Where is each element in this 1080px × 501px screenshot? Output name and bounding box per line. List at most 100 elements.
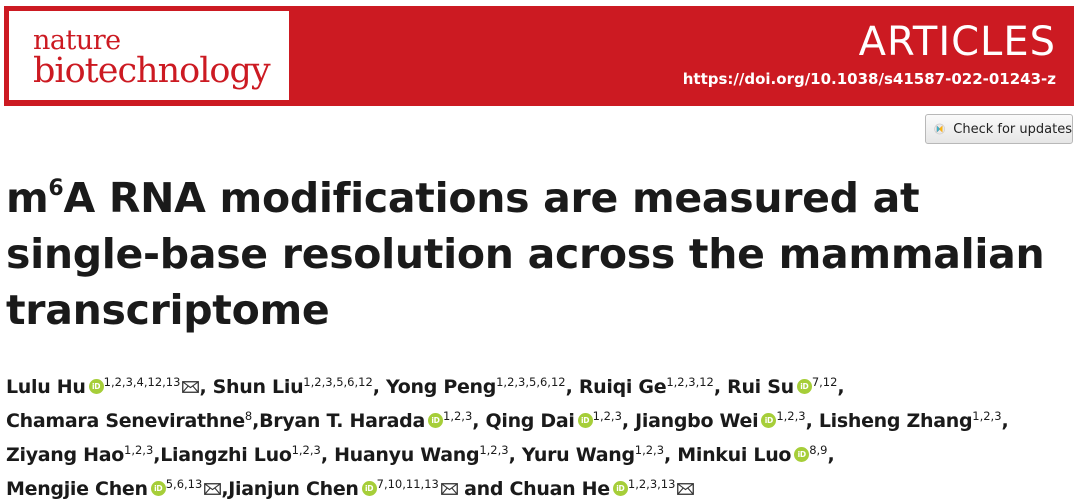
author-name[interactable]: Yuru Wang xyxy=(521,444,635,466)
section-label: ARTICLES xyxy=(858,19,1056,65)
author-name[interactable]: Lisheng Zhang xyxy=(818,410,973,432)
check-for-updates-label: Check for updates xyxy=(953,121,1072,137)
author-separator: , xyxy=(664,444,678,466)
orcid-icon[interactable] xyxy=(577,413,593,428)
author-affiliations: 7,12 xyxy=(811,375,838,389)
email-icon[interactable] xyxy=(182,370,200,393)
author-qing-dai[interactable]: Qing Dai 1,2,3 xyxy=(486,410,622,432)
author-minkui-luo[interactable]: Minkui Luo 8,9 xyxy=(677,444,827,466)
author-name[interactable]: Ruiqi Ge xyxy=(578,376,667,398)
author-affiliations: 8 xyxy=(244,409,253,423)
author-liangzhi-luo[interactable]: Liangzhi Luo1,2,3 xyxy=(160,444,321,466)
author-yuru-wang[interactable]: Yuru Wang1,2,3 xyxy=(522,444,664,466)
doi-link[interactable]: https://doi.org/10.1038/s41587-022-01243… xyxy=(682,70,1056,88)
author-jiangbo-wei[interactable]: Jiangbo Wei 1,2,3 xyxy=(635,410,805,432)
orcid-icon[interactable] xyxy=(761,413,777,428)
author-separator: , xyxy=(1001,410,1009,432)
author-mengjie-chen[interactable]: Mengjie Chen 5,6,13 xyxy=(6,477,222,500)
author-name[interactable]: Jianjun Chen xyxy=(228,478,359,500)
author-name[interactable]: Jiangbo Wei xyxy=(635,410,759,432)
author-name[interactable]: Lulu Hu xyxy=(6,376,86,398)
title-line3: transcriptome xyxy=(6,286,330,334)
orcid-icon[interactable] xyxy=(796,379,812,394)
author-name[interactable]: Mengjie Chen xyxy=(6,478,148,500)
email-icon[interactable] xyxy=(677,472,695,495)
orcid-icon[interactable] xyxy=(150,481,166,496)
author-affiliations: 1,2,3,4,12,13 xyxy=(103,375,181,389)
author-rui-su[interactable]: Rui Su 7,12 xyxy=(727,376,837,398)
author-affiliations: 1,2,3 xyxy=(291,443,321,457)
article-title: m6A RNA modifications are measured at sin… xyxy=(6,170,1066,338)
author-ziyang-hao[interactable]: Ziyang Hao1,2,3 xyxy=(6,444,153,466)
title-line1: A RNA modifications are measured at xyxy=(63,174,920,222)
title-m: m xyxy=(6,174,49,222)
author-separator: , xyxy=(372,376,387,398)
author-name[interactable]: Minkui Luo xyxy=(677,444,792,466)
author-shun-liu[interactable]: Shun Liu1,2,3,5,6,12 xyxy=(213,376,373,398)
email-icon[interactable] xyxy=(204,472,222,495)
author-chamara-senevirathne[interactable]: Chamara Senevirathne8 xyxy=(6,410,252,432)
author-separator: , xyxy=(508,444,522,466)
author-separator: , xyxy=(472,410,486,432)
author-name[interactable]: Bryan T. Harada xyxy=(259,410,426,432)
orcid-icon[interactable] xyxy=(361,481,377,496)
author-separator: , xyxy=(621,410,636,432)
orcid-icon[interactable] xyxy=(794,447,810,462)
author-huanyu-wang[interactable]: Huanyu Wang1,2,3 xyxy=(334,444,509,466)
author-separator: , xyxy=(837,376,845,398)
author-name[interactable]: Shun Liu xyxy=(212,376,304,398)
author-affiliations: 1,2,3 xyxy=(634,443,665,457)
author-name[interactable]: Rui Su xyxy=(727,376,794,398)
author-affiliations: 1,2,3 xyxy=(776,409,806,423)
author-separator: , xyxy=(221,478,229,500)
author-affiliations: 1,2,3 xyxy=(443,409,473,423)
author-affiliations: 1,2,3,5,6,12 xyxy=(496,375,566,389)
author-affiliations: 1,2,3 xyxy=(479,443,509,457)
journal-header: nature biotechnology ARTICLES https://do… xyxy=(4,6,1074,106)
author-list: Lulu Hu1,2,3,4,12,13, Shun Liu1,2,3,5,6,… xyxy=(6,370,1076,501)
author-affiliations: 1,2,3,5,6,12 xyxy=(303,375,373,389)
orcid-icon[interactable] xyxy=(88,379,104,394)
author-ruiqi-ge[interactable]: Ruiqi Ge1,2,3,12 xyxy=(579,376,714,398)
author-separator: , xyxy=(713,376,728,398)
author-affiliations: 1,2,3 xyxy=(972,409,1002,423)
orcid-icon[interactable] xyxy=(428,413,444,428)
author-name[interactable]: Chamara Senevirathne xyxy=(6,410,245,432)
author-name[interactable]: Liangzhi Luo xyxy=(160,444,292,466)
crossmark-icon xyxy=(934,123,945,135)
title-superscript: 6 xyxy=(48,176,64,201)
author-name[interactable]: Ziyang Hao xyxy=(6,444,125,466)
author-jianjun-chen[interactable]: Jianjun Chen 7,10,11,13 xyxy=(228,478,458,500)
author-separator: , xyxy=(805,410,819,432)
author-affiliations: 5,6,13 xyxy=(165,477,203,491)
author-affiliations: 1,2,3,12 xyxy=(666,375,714,389)
author-bryan-t-harada[interactable]: Bryan T. Harada 1,2,3 xyxy=(259,410,472,432)
author-affiliations: 1,2,3 xyxy=(592,409,622,423)
author-name[interactable]: Qing Dai xyxy=(485,410,575,432)
author-yong-peng[interactable]: Yong Peng1,2,3,5,6,12 xyxy=(386,376,566,398)
email-icon[interactable] xyxy=(440,472,458,495)
author-separator: and xyxy=(457,478,510,500)
author-separator: , xyxy=(827,444,835,466)
logo-biotechnology: biotechnology xyxy=(33,51,271,91)
author-name[interactable]: Chuan He xyxy=(509,478,611,500)
author-separator: , xyxy=(199,376,213,398)
journal-logo[interactable]: nature biotechnology xyxy=(8,10,290,101)
title-line2: single-base resolution across the mammal… xyxy=(6,230,1045,278)
author-separator: , xyxy=(565,376,579,398)
orcid-icon[interactable] xyxy=(612,481,628,496)
author-separator: , xyxy=(153,444,161,466)
author-separator: , xyxy=(252,410,260,432)
author-affiliations: 1,2,3 xyxy=(124,443,154,457)
author-chuan-he[interactable]: Chuan He 1,2,3,13 xyxy=(510,478,695,500)
author-affiliations: 8,9 xyxy=(809,443,828,457)
author-separator: , xyxy=(320,444,335,466)
author-affiliations: 1,2,3,13 xyxy=(627,477,676,491)
author-lisheng-zhang[interactable]: Lisheng Zhang1,2,3 xyxy=(819,410,1002,432)
logo-nature: nature xyxy=(33,25,121,56)
author-name[interactable]: Yong Peng xyxy=(386,376,497,398)
author-lulu-hu[interactable]: Lulu Hu 1,2,3,4,12,13 xyxy=(6,375,200,398)
author-affiliations: 7,10,11,13 xyxy=(376,477,439,491)
check-for-updates-button[interactable]: Check for updates xyxy=(925,114,1073,144)
author-name[interactable]: Huanyu Wang xyxy=(334,444,480,466)
